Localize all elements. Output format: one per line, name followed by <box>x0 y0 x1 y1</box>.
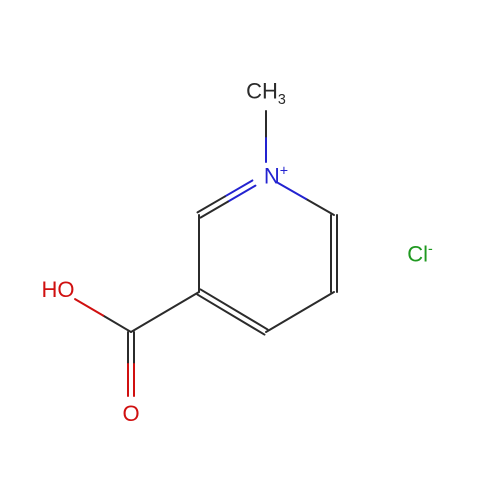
atom-label-Cl: Cl- <box>407 242 433 265</box>
atom-label-Ooh: HO <box>42 279 75 301</box>
atom-label-Odb: O <box>122 403 139 425</box>
molecule-canvas: CH3 N+ O HO Cl- <box>0 0 500 500</box>
atom-label-CH3: CH3 <box>246 81 286 108</box>
atom-label-N: N+ <box>264 164 288 187</box>
